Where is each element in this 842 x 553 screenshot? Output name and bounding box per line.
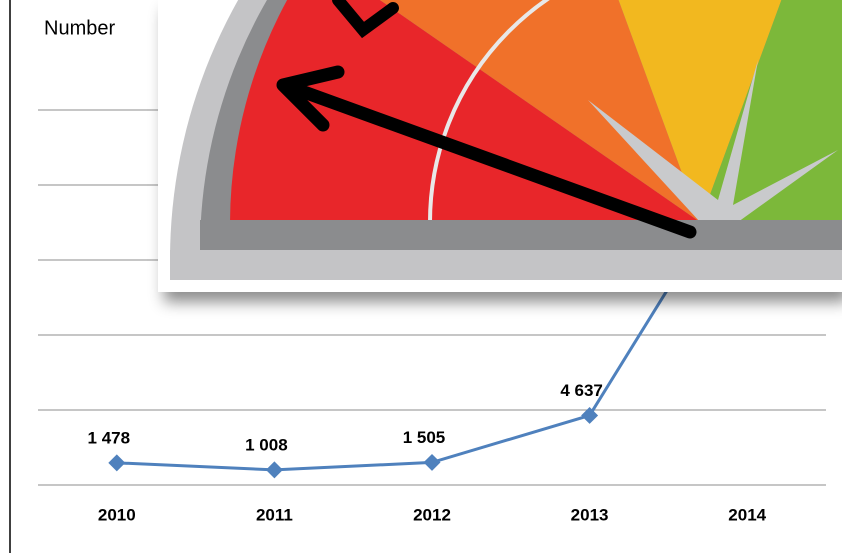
data-label: 1 008 [245,435,288,454]
gauge-yellow [618,0,782,222]
data-label: 1 478 [88,428,131,447]
gauge-needle-star [588,60,838,222]
data-label: 4 637 [560,381,603,400]
marker [423,453,441,471]
data-label: 1 505 [403,428,446,447]
gauge-image [158,0,842,292]
arrow [286,81,697,239]
gauge-base [170,250,842,280]
x-tick-label: 2012 [413,505,451,524]
x-tick-label: 2010 [98,505,136,524]
x-tick-label: 2014 [728,505,766,524]
gauge-orange [379,0,700,222]
gauge-base [200,220,842,250]
gauge-arc [428,0,550,223]
x-tick-label: 2011 [256,505,293,524]
chart-title: Number [44,17,115,39]
gauge-red [230,0,700,222]
marker [581,406,599,424]
gauge [170,0,842,280]
arrow-head [332,0,399,39]
marker [265,461,283,479]
arrow-head [276,65,345,132]
x-tick-label: 2013 [571,505,609,524]
marker [108,454,126,472]
